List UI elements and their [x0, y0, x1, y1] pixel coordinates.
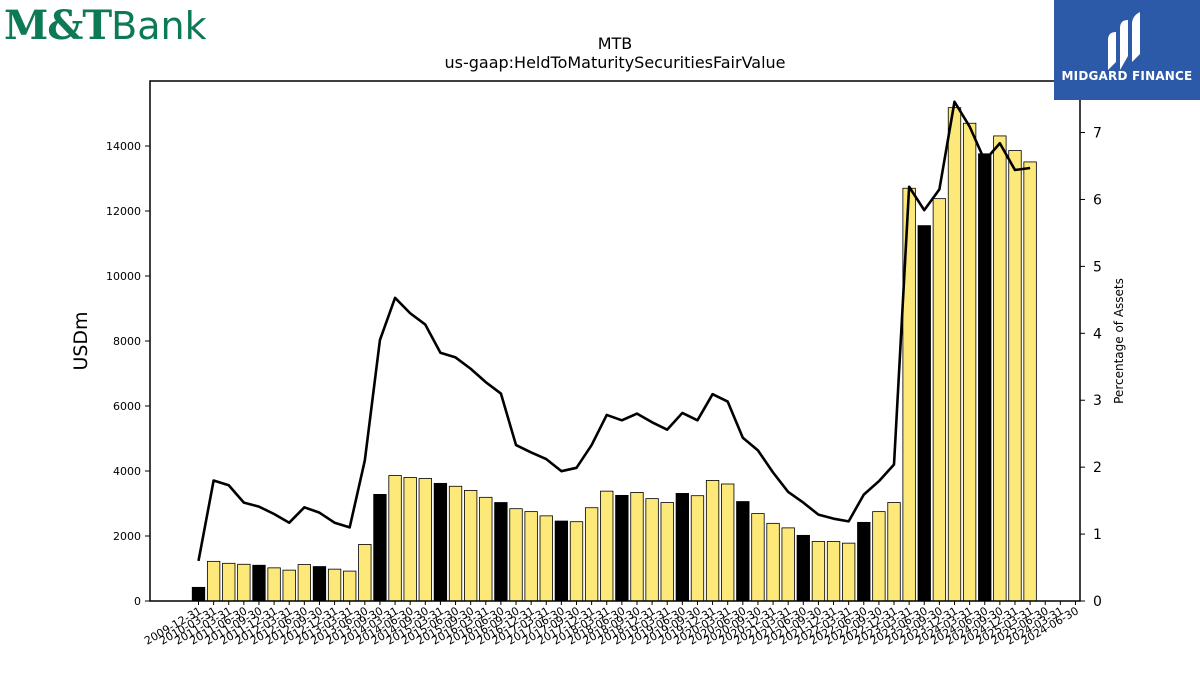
bar [388, 475, 402, 602]
y2-axis: 0 1 2 3 4 5 6 7 [1080, 126, 1102, 610]
bar [962, 122, 977, 602]
y2-axis-label: Percentage of Assets [1112, 278, 1126, 404]
bar [826, 541, 841, 602]
bar [811, 541, 826, 602]
bar [403, 477, 417, 602]
bar [887, 502, 901, 602]
bar [191, 586, 206, 602]
bar [206, 560, 221, 602]
bar [857, 521, 871, 602]
bar [358, 544, 372, 602]
bar [509, 508, 523, 602]
midgard-logo-icon [1108, 12, 1140, 70]
bar [978, 153, 992, 602]
bar [932, 198, 947, 602]
bar [736, 501, 750, 602]
y-tick-label: 14000 [106, 140, 141, 153]
midgard-finance-watermark: MIDGARD FINANCE [1054, 0, 1200, 100]
bar [584, 507, 599, 602]
bar-series [191, 107, 1037, 602]
y-axis: 0 2000 4000 6000 8000 10000 12000 14000 [106, 140, 150, 608]
chart-title: MTB [598, 34, 633, 53]
logo-mark: M&T [4, 2, 112, 49]
line-series [197, 100, 1031, 562]
y-tick-label: 10000 [106, 270, 141, 283]
bar [237, 563, 251, 602]
bar [947, 107, 962, 602]
bar [781, 527, 795, 602]
bar [539, 515, 553, 602]
bar [418, 478, 432, 602]
y-tick-label: 4000 [113, 465, 141, 478]
bar [721, 483, 735, 602]
bar [751, 513, 765, 602]
bar [569, 521, 584, 602]
bar [645, 498, 659, 602]
bar [1023, 161, 1037, 602]
bar [464, 490, 478, 602]
bar [479, 496, 493, 602]
bar [222, 562, 236, 602]
y2-tick-label: 7 [1093, 126, 1102, 142]
bar [327, 568, 342, 602]
bar [917, 225, 931, 602]
y2-tick-label: 3 [1093, 393, 1102, 409]
bar [600, 490, 614, 602]
y2-tick-label: 6 [1093, 192, 1102, 208]
bar [675, 493, 689, 602]
bar [554, 520, 569, 602]
bar [993, 135, 1007, 602]
bar [494, 502, 508, 602]
bar [373, 493, 387, 602]
y2-tick-label: 0 [1093, 594, 1102, 610]
bar [312, 566, 327, 602]
bar [252, 564, 266, 602]
y-tick-label: 2000 [113, 530, 141, 543]
bar [660, 502, 674, 602]
bar [297, 564, 311, 602]
bar [842, 542, 856, 602]
bar [282, 569, 296, 602]
bar [343, 570, 357, 602]
y2-tick-label: 4 [1093, 326, 1102, 342]
bar [433, 482, 448, 602]
y-tick-label: 12000 [106, 205, 141, 218]
bar [766, 522, 780, 602]
bar [796, 534, 810, 602]
bar [615, 494, 629, 602]
logo-wordmark: Bank [111, 4, 207, 48]
bar [1008, 150, 1022, 602]
percentage-line [197, 100, 1031, 562]
y-tick-label: 6000 [113, 400, 141, 413]
x-axis: 2009-12-312010-03-312011-03-312011-06-30… [142, 601, 1081, 648]
chart-subtitle: us-gaap:HeldToMaturitySecuritiesFairValu… [444, 53, 785, 72]
y-tick-label: 8000 [113, 335, 141, 348]
bar [872, 511, 886, 602]
y-tick-label: 0 [134, 595, 141, 608]
y2-tick-label: 5 [1093, 259, 1102, 275]
bar [705, 480, 720, 602]
bar [690, 495, 705, 602]
mt-bank-logo: M&TBank [4, 2, 207, 49]
bar [524, 511, 538, 602]
y2-tick-label: 1 [1093, 527, 1102, 543]
bar [448, 485, 463, 602]
bar [267, 567, 281, 602]
bar [630, 492, 644, 602]
y2-tick-label: 2 [1093, 460, 1102, 476]
y-axis-label: USDm [70, 311, 92, 370]
watermark-name: MIDGARD FINANCE [1061, 69, 1193, 83]
